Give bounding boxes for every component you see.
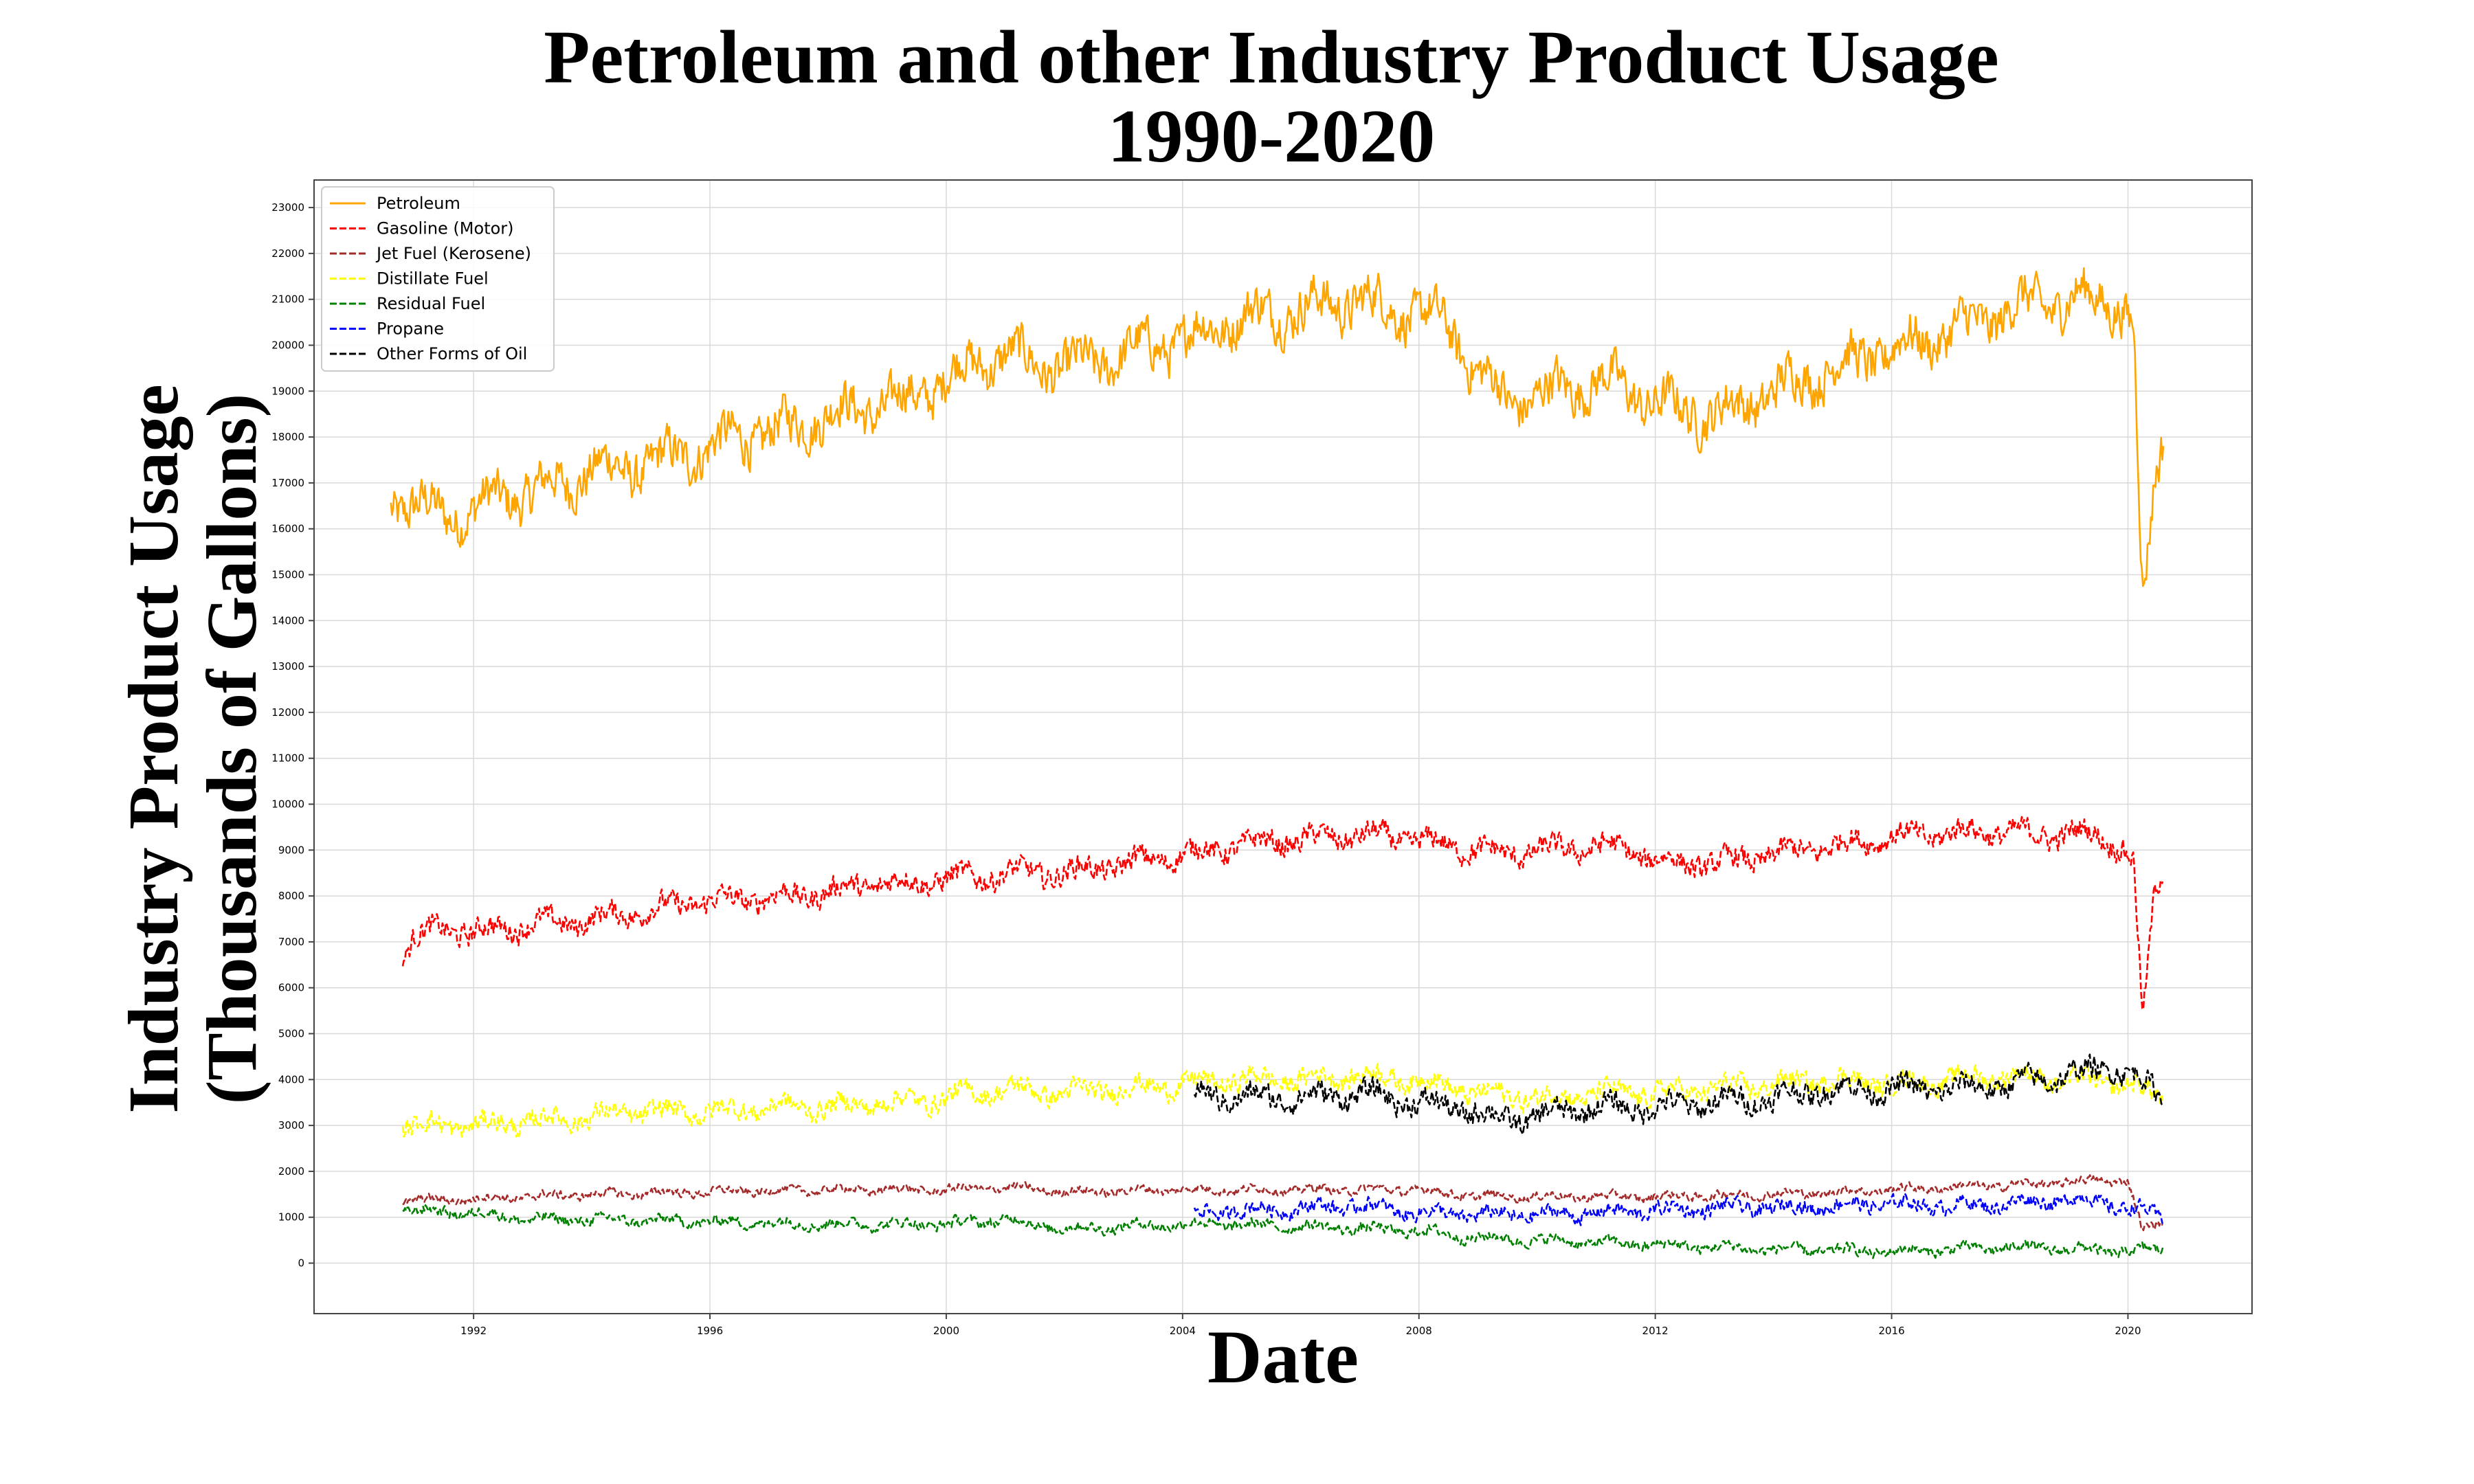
legend-box — [321, 186, 555, 372]
chart-subtitle: 1990-2020 — [1108, 94, 1436, 178]
legend-label: Other Forms of Oil — [377, 344, 527, 363]
legend-label: Propane — [377, 319, 444, 339]
y-tick-label: 7000 — [278, 936, 304, 948]
y-tick-label: 2000 — [278, 1165, 304, 1178]
legend-label: Residual Fuel — [377, 294, 485, 313]
series-line-5 — [1193, 1192, 2163, 1226]
legend: Petroleum Gasoline (Motor) Jet Fuel (Keros… — [321, 186, 555, 372]
x-tick-label: 2020 — [2115, 1325, 2141, 1337]
chart-title: Petroleum and other Industry Product Usa… — [544, 15, 1999, 99]
y-tick-label: 22000 — [271, 247, 304, 260]
y-tick-label: 17000 — [271, 477, 304, 489]
y-tick-label: 9000 — [278, 844, 304, 856]
y-tick-label: 0 — [298, 1257, 304, 1270]
x-tick-label: 2008 — [1406, 1325, 1432, 1337]
y-tick-label: 4000 — [278, 1073, 304, 1086]
x-tick-label: 2000 — [933, 1325, 959, 1337]
y-tick-label: 1000 — [278, 1211, 304, 1224]
y-tick-label: 18000 — [271, 431, 304, 443]
legend-label: Distillate Fuel — [377, 269, 489, 289]
legend-label: Jet Fuel (Kerosene) — [375, 244, 531, 263]
y-tick-label: 13000 — [271, 660, 304, 673]
plot-frame — [313, 179, 2253, 1314]
y-tick-label: 10000 — [271, 798, 304, 811]
x-tick-label: 1996 — [697, 1325, 723, 1337]
x-axis: 1992 1996 2000 2004 2008 2012 2016 2020 — [460, 1314, 2141, 1337]
legend-label: Petroleum — [377, 194, 460, 213]
y-tick-label: 15000 — [271, 568, 304, 581]
y-tick-label: 3000 — [278, 1119, 304, 1132]
y-tick-label: 5000 — [278, 1028, 304, 1040]
y-tick-label: 16000 — [271, 523, 304, 535]
x-tick-label: 2004 — [1170, 1325, 1196, 1337]
y-tick-label: 6000 — [278, 982, 304, 994]
x-axis-label: Date — [1207, 1315, 1359, 1399]
series-line-2 — [402, 1174, 2163, 1232]
series-line-1 — [401, 816, 2164, 1011]
x-tick-label: 2012 — [1642, 1325, 1669, 1337]
y-tick-label: 20000 — [271, 339, 304, 351]
series-line-4 — [402, 1204, 2164, 1259]
series-line-6 — [1193, 1053, 2163, 1136]
y-tick-label: 14000 — [271, 614, 304, 627]
x-tick-label: 2016 — [1878, 1325, 1904, 1337]
series-layer — [390, 267, 2165, 1259]
x-tick-label: 1992 — [460, 1325, 487, 1337]
y-tick-label: 19000 — [271, 385, 304, 397]
y-tick-label: 23000 — [271, 201, 304, 214]
legend-label: Gasoline (Motor) — [377, 219, 514, 238]
grid — [314, 180, 2252, 1314]
y-axis-label-units: (Thousands of Gallons) — [192, 394, 271, 1105]
y-axis-label: Industry Product Usage — [114, 384, 193, 1113]
y-tick-label: 21000 — [271, 293, 304, 306]
series-line-0 — [390, 267, 2165, 587]
series-line-3 — [401, 1062, 2164, 1138]
y-tick-label: 12000 — [271, 706, 304, 719]
y-tick-label: 8000 — [278, 890, 304, 902]
y-tick-label: 11000 — [271, 752, 304, 765]
y-axis: 0 1000 2000 3000 4000 5000 6000 7000 8000 9000 100… — [271, 201, 314, 1270]
